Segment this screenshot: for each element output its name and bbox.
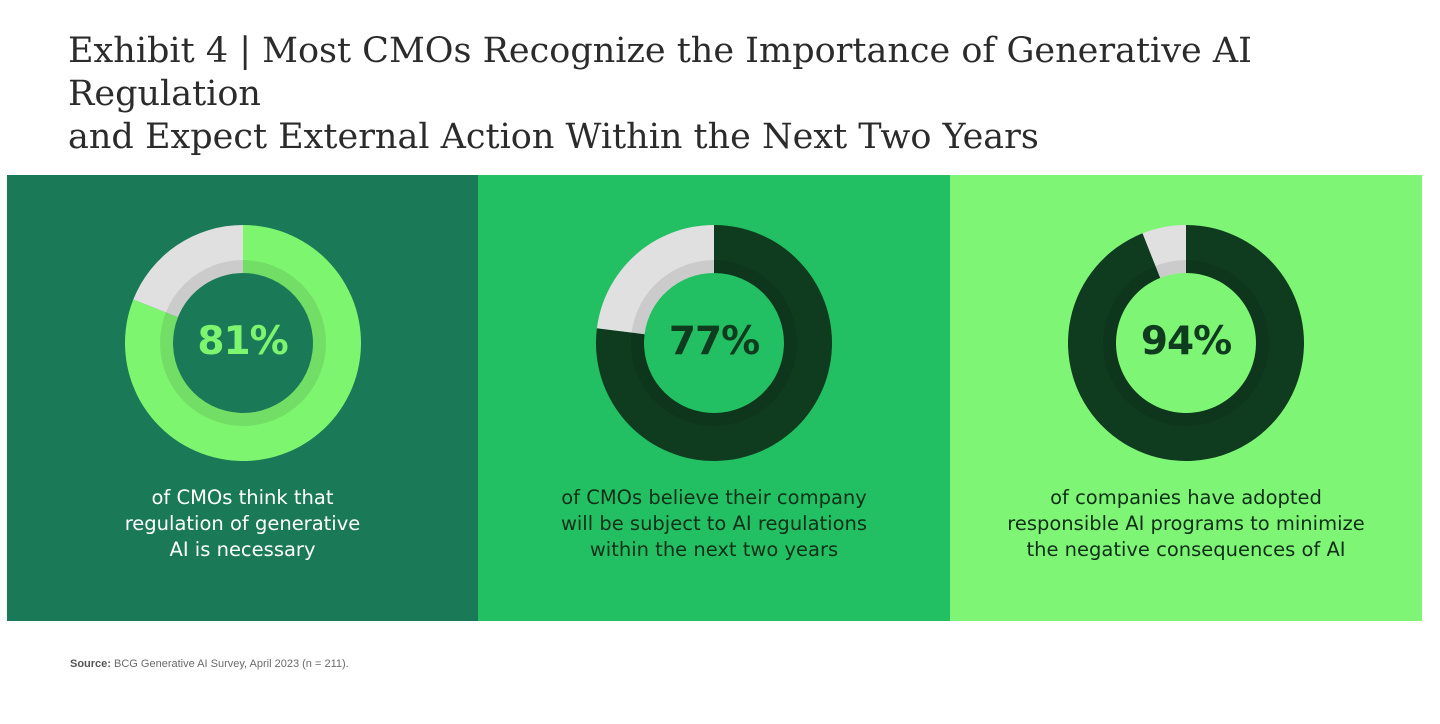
donut-value-label: 77% xyxy=(668,319,760,364)
donut-value-label: 81% xyxy=(197,319,288,364)
caption-line: within the next two years xyxy=(589,538,839,561)
donut-slice-remainder xyxy=(132,225,243,318)
caption-line: of companies have adopted xyxy=(1050,486,1322,509)
stat-panel-regulation-necessary: 81% of CMOs think that regulation of gen… xyxy=(7,175,478,621)
donut-caption: of CMOs believe their company will be su… xyxy=(524,485,904,563)
source-label: Source: xyxy=(70,658,111,670)
stat-panel-responsible-ai: 94% of companies have adopted responsibl… xyxy=(950,175,1422,621)
donut-inner-band xyxy=(631,260,797,426)
donut-slice-remainder xyxy=(1142,225,1186,278)
chart-title-line-1: Exhibit 4 | Most CMOs Recognize the Impo… xyxy=(68,31,1252,114)
caption-line: the negative consequences of AI xyxy=(1026,538,1346,561)
source-text: BCG Generative AI Survey, April 2023 (n … xyxy=(114,658,349,670)
donut-slice-remainder xyxy=(596,225,714,335)
donut-chart-subject-to-regulation xyxy=(596,225,832,461)
stat-panels: 81% of CMOs think that regulation of gen… xyxy=(7,175,1422,621)
donut-caption: of companies have adopted responsible AI… xyxy=(996,485,1376,563)
caption-line: responsible AI programs to minimize xyxy=(1007,512,1365,535)
donut-slice-value xyxy=(596,225,832,461)
donut-chart-regulation-necessary xyxy=(124,225,361,461)
chart-title-line-2: and Expect External Action Within the Ne… xyxy=(68,117,1039,157)
donut-caption: of CMOs think that regulation of generat… xyxy=(53,485,433,563)
donut-inner-band xyxy=(159,260,326,426)
caption-line: of CMOs believe their company xyxy=(561,486,867,509)
donut-chart-responsible-ai xyxy=(1068,225,1304,461)
chart-title: Exhibit 4 | Most CMOs Recognize the Impo… xyxy=(68,30,1368,159)
donut-value-label: 94% xyxy=(1140,319,1232,364)
stat-panel-subject-to-regulation: 77% of CMOs believe their company will b… xyxy=(478,175,950,621)
caption-line: AI is necessary xyxy=(169,538,316,561)
caption-line: regulation of generative xyxy=(124,512,361,535)
donut-inner-band xyxy=(1103,260,1269,426)
donut-slice-value xyxy=(124,225,361,461)
source-note: Source: BCG Generative AI Survey, April … xyxy=(70,658,349,670)
donut-slice-value xyxy=(1068,225,1304,461)
caption-line: of CMOs think that xyxy=(151,486,334,509)
caption-line: will be subject to AI regulations xyxy=(560,512,868,535)
